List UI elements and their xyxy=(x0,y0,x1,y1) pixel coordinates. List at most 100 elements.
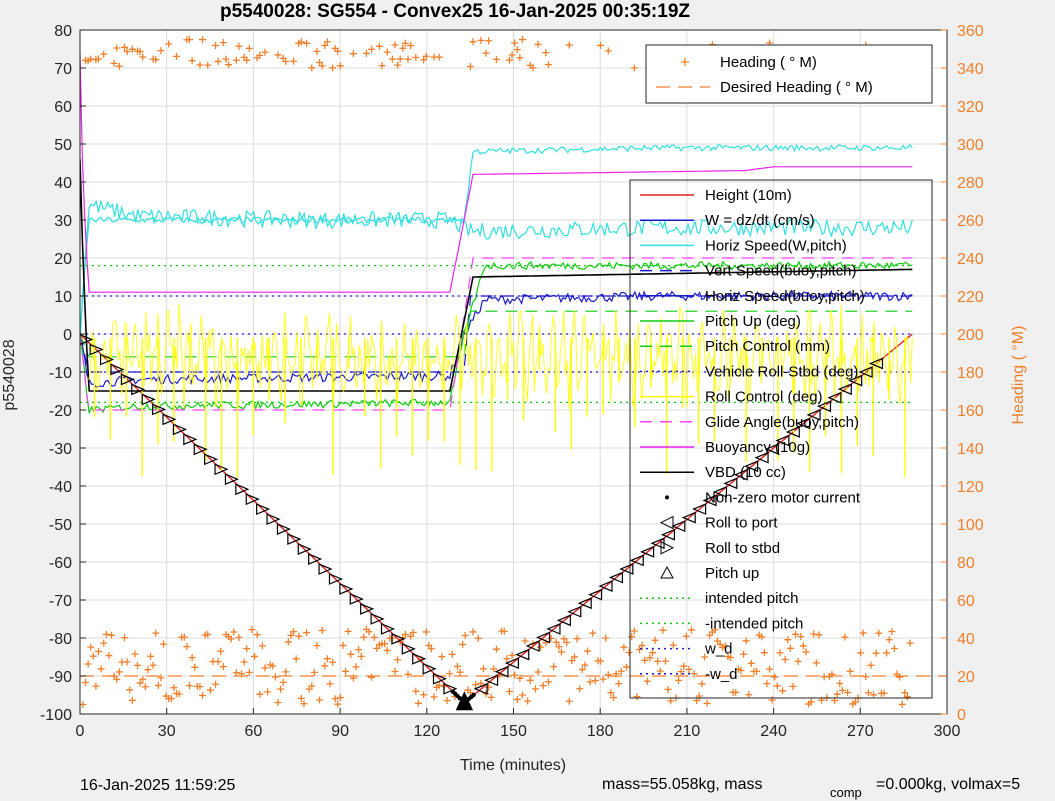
heading-point xyxy=(188,57,196,65)
heading-point xyxy=(596,657,604,665)
motor-current-dot xyxy=(471,692,476,698)
heading-point xyxy=(186,682,194,690)
x-tick-label: 0 xyxy=(76,723,85,740)
roll-marker xyxy=(245,493,260,506)
heading-point xyxy=(235,42,243,50)
heading-point xyxy=(492,645,500,653)
heading-point xyxy=(167,695,175,703)
heading-point xyxy=(360,633,368,641)
heading-point xyxy=(412,687,420,695)
y2-tick-label: 200 xyxy=(957,327,984,344)
y-tick-label: -100 xyxy=(40,707,72,724)
heading-point xyxy=(123,658,131,666)
heading-point xyxy=(836,679,844,687)
heading-point xyxy=(407,632,415,640)
y2-tick-label: 120 xyxy=(957,479,984,496)
roll-marker xyxy=(525,640,540,652)
footer-mass: mass=55.058kg, mass xyxy=(602,776,763,793)
roll-marker xyxy=(183,433,198,446)
roll-marker xyxy=(193,443,208,456)
heading-point xyxy=(261,664,269,672)
legend-main-entry: Horiz Speed(W,pitch) xyxy=(705,237,847,254)
heading-point xyxy=(375,42,383,50)
roll-marker xyxy=(608,571,623,584)
heading-point xyxy=(625,648,633,656)
heading-point xyxy=(300,700,308,708)
roll-marker xyxy=(349,593,364,605)
roll-marker xyxy=(598,580,613,592)
series-line xyxy=(80,289,913,388)
legend-main-entry: Vehicle Roll-Stbd (deg) xyxy=(705,363,858,380)
roll-marker xyxy=(276,523,292,536)
heading-point xyxy=(92,682,100,690)
heading-point xyxy=(479,665,487,673)
x-tick-label: 60 xyxy=(245,723,263,740)
heading-point xyxy=(581,661,589,669)
heading-point xyxy=(147,652,155,660)
y2-tick-label: 140 xyxy=(957,441,984,458)
roll-marker xyxy=(266,513,281,526)
heading-point xyxy=(591,676,599,684)
y2-tick-label: 160 xyxy=(957,403,984,420)
roll-marker xyxy=(744,460,759,473)
heading-point xyxy=(565,41,573,49)
heading-point xyxy=(149,661,157,669)
heading-point xyxy=(329,658,337,666)
heading-point xyxy=(243,645,251,653)
heading-point xyxy=(303,629,311,637)
heading-point xyxy=(846,667,854,675)
legend-heading-entry: Heading ( ° M) xyxy=(720,54,817,71)
roll-marker xyxy=(297,543,312,555)
heading-point xyxy=(518,691,526,699)
heading-point xyxy=(326,680,334,688)
heading-point xyxy=(206,686,214,694)
y-tick-label: 30 xyxy=(54,213,72,230)
heading-point xyxy=(721,642,729,650)
heading-point xyxy=(261,48,269,56)
heading-point xyxy=(838,686,846,694)
y-tick-label: 10 xyxy=(54,289,72,306)
y2-tick-label: 60 xyxy=(957,593,975,610)
heading-point xyxy=(557,648,565,656)
series-line xyxy=(80,52,913,293)
heading-point xyxy=(316,696,324,704)
heading-point xyxy=(550,663,558,671)
heading-point xyxy=(872,649,880,657)
roll-marker xyxy=(681,511,696,524)
heading-point xyxy=(651,636,659,644)
heading-point xyxy=(430,693,438,701)
heading-point xyxy=(157,674,165,682)
heading-point xyxy=(453,662,461,670)
heading-point xyxy=(802,648,810,656)
roll-marker xyxy=(308,553,323,565)
heading-point xyxy=(677,668,685,676)
heading-point xyxy=(472,681,480,689)
heading-point xyxy=(383,646,391,654)
heading-point xyxy=(469,628,477,636)
roll-marker xyxy=(152,403,167,416)
heading-point xyxy=(844,688,852,696)
roll-marker xyxy=(214,463,229,476)
heading-point xyxy=(688,626,696,634)
y-tick-label: 0 xyxy=(63,327,72,344)
roll-marker xyxy=(235,483,250,496)
heading-point xyxy=(199,36,207,44)
heading-point xyxy=(630,627,638,635)
roll-marker xyxy=(775,434,790,447)
heading-point xyxy=(357,652,365,660)
heading-point xyxy=(555,643,563,651)
y-tick-label: -90 xyxy=(49,669,72,686)
heading-point xyxy=(888,628,896,636)
heading-point xyxy=(607,689,615,697)
roll-marker xyxy=(328,573,344,585)
heading-point xyxy=(336,62,344,70)
heading-point xyxy=(313,642,321,650)
roll-marker xyxy=(443,682,458,695)
heading-point xyxy=(121,634,129,642)
heading-point xyxy=(243,56,251,64)
heading-point xyxy=(534,40,542,48)
roll-marker xyxy=(577,597,592,610)
heading-point xyxy=(799,642,807,650)
heading-point xyxy=(282,58,290,66)
heading-point xyxy=(235,633,243,641)
